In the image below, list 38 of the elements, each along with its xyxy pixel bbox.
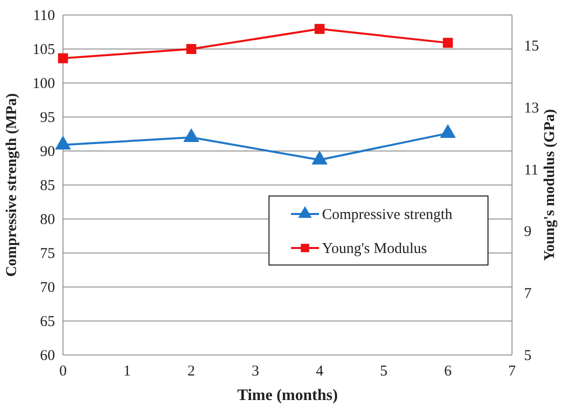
y-tick-label: 100 <box>32 76 55 92</box>
y2-tick-label: 7 <box>524 286 532 302</box>
y-tick-label: 65 <box>40 314 55 330</box>
y-tick-label: 110 <box>33 8 55 24</box>
y2-axis-title: Young's modulus (GPa) <box>542 109 558 261</box>
x-tick-label: 4 <box>316 364 324 380</box>
y-tick-label: 80 <box>40 212 55 228</box>
x-tick-label: 6 <box>444 364 452 380</box>
y-tick-label: 105 <box>32 42 55 58</box>
y-tick-label: 85 <box>40 178 55 194</box>
legend-label: Compressive strength <box>322 207 453 223</box>
point <box>314 24 325 34</box>
x-tick-label: 0 <box>59 364 67 380</box>
point <box>183 128 200 142</box>
y-tick-label: 70 <box>40 280 55 296</box>
x-tick-label: 5 <box>380 364 388 380</box>
x-tick-label: 1 <box>123 364 131 380</box>
y2-tick-label: 9 <box>524 224 532 240</box>
x-tick-label: 3 <box>252 364 260 380</box>
y-tick-label: 90 <box>40 144 55 160</box>
legend-label: Young's Modulus <box>322 241 428 257</box>
point <box>312 150 328 164</box>
point <box>186 44 196 54</box>
point <box>55 136 71 150</box>
x-tick-label: 7 <box>508 364 516 380</box>
y-tick-label: 75 <box>40 246 55 262</box>
y-tick-label: 95 <box>40 110 55 126</box>
x-axis-title: Time (months) <box>237 387 338 404</box>
y-axis-title: Compressive strength (MPa) <box>4 93 20 277</box>
point <box>58 53 68 64</box>
y2-tick-label: 5 <box>524 348 532 364</box>
y2-tick-label: 11 <box>524 162 538 178</box>
point <box>440 124 456 138</box>
point <box>442 38 453 48</box>
x-tick-label: 2 <box>188 364 196 380</box>
y-tick-label: 60 <box>40 348 55 364</box>
y2-tick-label: 15 <box>524 38 539 55</box>
y2-tick-label: 13 <box>524 100 539 117</box>
